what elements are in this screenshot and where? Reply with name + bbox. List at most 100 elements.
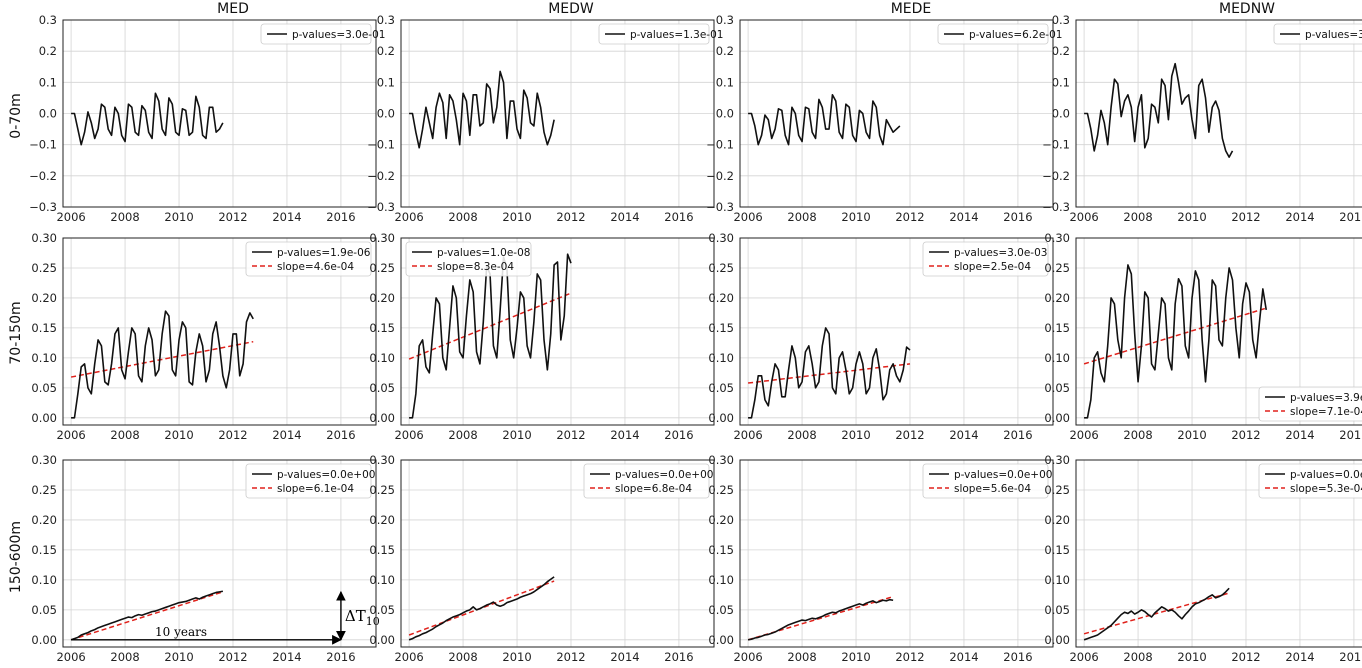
axes-frame: [739, 459, 1054, 648]
x-tick-label: 2012: [556, 428, 585, 442]
y-tick-label: 0.3: [716, 13, 734, 27]
legend-pvalue: p-values=3.9e-06: [1290, 392, 1362, 404]
series-line: [748, 94, 901, 146]
y-tick-label: 0.25: [708, 483, 734, 497]
axes-frame: [400, 459, 715, 648]
legend: p-values=6.2e-01: [937, 23, 1062, 45]
legend-slope: slope=8.3e-04: [437, 261, 514, 273]
x-tick-label: 2012: [895, 428, 924, 442]
y-tick-label: 0.15: [31, 543, 57, 557]
series-line: [748, 327, 911, 419]
axes-frame: [739, 237, 1054, 426]
y-tick-label: 0.20: [708, 513, 734, 527]
x-tick-label: 2010: [502, 210, 531, 224]
y-tick-label: 0.00: [1044, 411, 1070, 425]
column-titles: MED MEDW MEDE MEDNW: [217, 1, 1275, 17]
y-tick-label: 0.25: [31, 483, 57, 497]
x-tick-label: 2014: [1285, 210, 1314, 224]
x-tick-label: 2016: [1003, 210, 1032, 224]
legend: p-values=0.0e+00 slope=6.8e-04: [583, 463, 713, 499]
x-tick-label: 2014: [272, 428, 301, 442]
y-tick-label: 0.10: [708, 573, 734, 587]
row-label-150-600m: 150-600m: [8, 521, 24, 593]
y-tick-label: 0.25: [708, 261, 734, 275]
panel-0-70m-med: 2006 2008 2010 2012 2014 2016 0.3 0.2 0.1 0.0 −0.1…: [29, 13, 385, 224]
x-tick-label: 2006: [56, 210, 85, 224]
x-tick-label: 2016: [326, 650, 355, 664]
y-tick-label: 0.30: [31, 231, 57, 245]
x-tick-label: 2016: [664, 650, 693, 664]
y-tick-label: −0.3: [706, 200, 734, 214]
panel-grid: 2006 2008 2010 2012 2014 2016 0.3 0.2 0.1 0.0 −0.1…: [29, 13, 1362, 664]
y-tick-label: 0.0: [716, 107, 734, 121]
axes-frame: [1075, 237, 1362, 426]
x-tick-label: 2012: [895, 210, 924, 224]
legend-box: [1258, 386, 1362, 422]
x-tick-label: 2006: [394, 650, 423, 664]
row-labels: 0-70m 70-150m 150-600m: [8, 93, 24, 593]
column-title-medw: MEDW: [548, 1, 594, 17]
x-tick-label: 2008: [448, 650, 477, 664]
x-tick-label: 2012: [895, 650, 924, 664]
y-tick-label: 0.10: [31, 351, 57, 365]
y-tick-label: 0.10: [1044, 351, 1070, 365]
x-tick-label: 2010: [1177, 650, 1206, 664]
y-tick-label: 0.3: [377, 13, 395, 27]
column-title-mednw: MEDNW: [1219, 1, 1275, 17]
y-tick-label: −0.1: [1042, 138, 1070, 152]
legend-pvalue: p-values=1.9e-06: [277, 247, 371, 259]
y-tick-label: −0.2: [1042, 169, 1070, 183]
y-tick-label: −0.2: [706, 169, 734, 183]
legend: p-values=3.9e-06 slope=7.1e-04: [1258, 386, 1362, 422]
legend: p-values=0.0e+00 slope=5.6e-04: [922, 463, 1052, 499]
x-tick-label: 2008: [1123, 210, 1152, 224]
x-tick-label: 2014: [949, 210, 978, 224]
x-tick-label: 2014: [949, 650, 978, 664]
x-tick-label: 2010: [164, 428, 193, 442]
y-tick-label: 0.2: [716, 44, 734, 58]
legend-slope: slope=7.1e-04: [1290, 406, 1362, 418]
y-tick-label: 0.20: [1044, 513, 1070, 527]
y-tick-label: 0.15: [369, 543, 395, 557]
legend: p-values=1.9e-06 slope=4.6e-04: [245, 241, 372, 277]
y-tick-label: 0.20: [31, 513, 57, 527]
row-label-70-150m: 70-150m: [8, 301, 24, 364]
panel-150-600m-medw: 2006 2008 2010 2012 2014 2016 0.30 0.25 0.20 0.15…: [369, 453, 715, 664]
x-tick-label: 2014: [1285, 428, 1314, 442]
y-tick-label: −0.1: [29, 138, 57, 152]
x-tick-label: 2008: [448, 428, 477, 442]
y-tick-label: 0.0: [39, 107, 57, 121]
x-tick-label: 2016: [1003, 650, 1032, 664]
y-tick-label: −0.3: [367, 200, 395, 214]
legend: p-values=1.3e-01: [598, 23, 723, 45]
legend: p-values=0.0e+00 slope=5.3e-04: [1258, 463, 1362, 499]
panel-70-150m-med: 2006 2008 2010 2012 2014 2016 0.30 0.25 0.20 0.15…: [31, 231, 377, 442]
x-tick-label: 2014: [1285, 650, 1314, 664]
y-tick-label: 0.05: [1044, 603, 1070, 617]
axes-frame: [400, 19, 715, 208]
y-tick-label: 0.20: [369, 513, 395, 527]
y-tick-label: −0.1: [367, 138, 395, 152]
duration-label: 10 years: [155, 625, 207, 639]
y-tick-label: 0.00: [369, 411, 395, 425]
panel-0-70m-mede: 2006 2008 2010 2012 2014 2016 0.3 0.2 0.1 0.0 −0.1…: [706, 13, 1062, 224]
series-line: [409, 70, 555, 149]
legend-box: [1273, 23, 1362, 45]
legend: p-values=0.0e+00 slope=6.1e-04: [245, 463, 375, 499]
legend-box: [245, 241, 372, 277]
axes-frame: [739, 19, 1054, 208]
column-title-med: MED: [217, 1, 249, 17]
legend-pvalue: p-values=6.2e-01: [969, 29, 1062, 41]
y-tick-label: 0.05: [1044, 381, 1070, 395]
series-line: [1083, 587, 1230, 641]
legend-box: [245, 463, 372, 499]
y-tick-label: 0.2: [39, 44, 57, 58]
legend-pvalue: p-values=3.7e-01: [1305, 29, 1362, 41]
x-tick-label: 2006: [733, 428, 762, 442]
x-tick-label: 2010: [1177, 428, 1206, 442]
y-tick-label: 0.15: [708, 543, 734, 557]
y-tick-label: 0.30: [708, 231, 734, 245]
x-tick-label: 2012: [556, 650, 585, 664]
y-tick-label: 0.00: [31, 411, 57, 425]
x-tick-label: 2006: [1069, 210, 1098, 224]
